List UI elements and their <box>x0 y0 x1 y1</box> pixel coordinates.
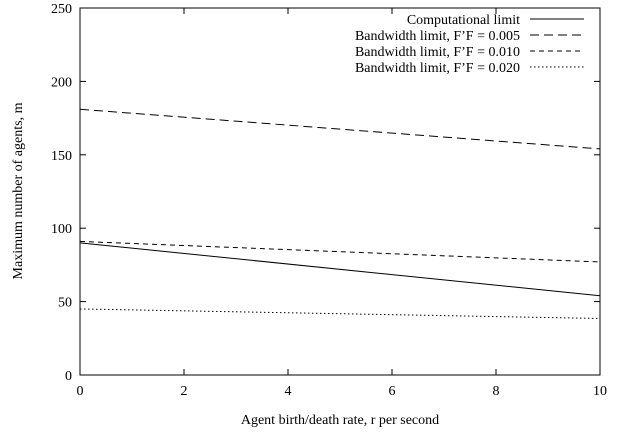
series-line <box>79 242 601 297</box>
y-tick-label: 50 <box>58 296 72 311</box>
y-tick-label: 150 <box>51 149 72 164</box>
legend-label: Bandwidth limit, F’F = 0.005 <box>355 29 520 44</box>
legend-label: Computational limit <box>407 13 520 28</box>
series-lines <box>79 108 601 319</box>
legend-label: Bandwidth limit, F’F = 0.010 <box>355 45 520 60</box>
x-tick-label: 6 <box>389 384 396 399</box>
x-tick-label: 8 <box>493 384 500 399</box>
x-tick-label: 2 <box>181 384 188 399</box>
y-axis-label: Maximum number of agents, m <box>11 102 26 279</box>
series-line <box>79 308 601 319</box>
x-tick-label: 0 <box>77 384 84 399</box>
y-tick-label: 250 <box>51 2 72 17</box>
x-axis-label: Agent birth/death rate, r per second <box>241 413 439 428</box>
x-tick-label: 10 <box>593 384 607 399</box>
legend-label: Bandwidth limit, F’F = 0.020 <box>355 61 520 76</box>
y-tick-label: 100 <box>51 222 72 237</box>
axis-ticks <box>79 7 601 376</box>
series-line <box>79 108 601 150</box>
plot-frame <box>79 7 601 376</box>
y-tick-label: 0 <box>65 369 72 384</box>
x-tick-label: 4 <box>285 384 292 399</box>
y-tick-label: 200 <box>51 75 72 90</box>
series-line <box>79 240 601 263</box>
